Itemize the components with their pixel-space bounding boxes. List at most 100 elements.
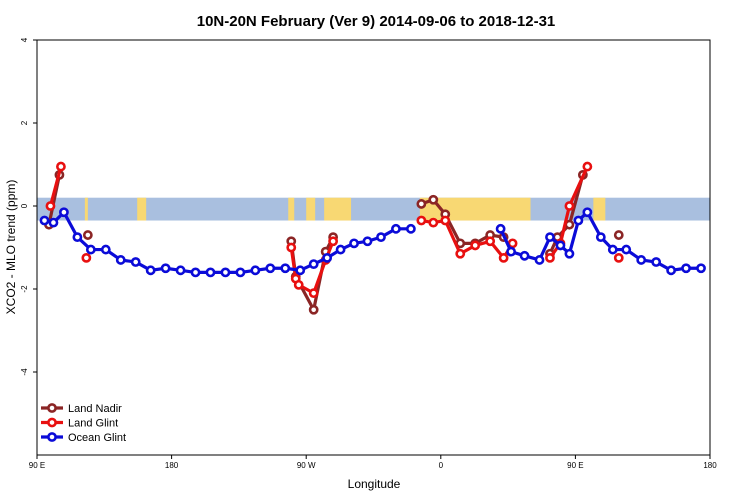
ocean-glint-point xyxy=(391,223,401,234)
land-band-2 xyxy=(288,197,295,221)
legend-ocean-glint-label: Ocean Glint xyxy=(68,432,126,444)
plot-frame xyxy=(36,39,711,456)
x-tick-label: 180 xyxy=(703,461,717,470)
ocean-glint-point xyxy=(48,217,59,228)
ocean-glint-point xyxy=(160,263,171,274)
land-glint-point xyxy=(582,161,593,172)
ocean-glint-point xyxy=(555,240,566,251)
land-glint-line xyxy=(48,166,63,207)
ocean-glint-point xyxy=(582,207,593,218)
legend-land-nadir-label: Land Nadir xyxy=(68,403,122,415)
land-glint-point xyxy=(286,242,297,253)
land-glint-point xyxy=(613,252,624,263)
land-nadir-point xyxy=(308,304,319,315)
background-map-band xyxy=(37,197,710,221)
land-band-3 xyxy=(306,197,316,221)
land-glint-point xyxy=(545,252,555,263)
ocean-glint-point xyxy=(250,265,261,276)
land-nadir-point xyxy=(613,230,624,240)
ocean-glint-point xyxy=(506,246,516,257)
land-glint-line xyxy=(548,165,589,259)
ocean-glint-point xyxy=(362,236,373,247)
ocean-glint-point xyxy=(495,223,506,234)
land-glint-point xyxy=(485,236,496,247)
chart-title: 10N-20N February (Ver 9) 2014-09-06 to 2… xyxy=(197,13,556,30)
ocean-glint-point xyxy=(607,244,618,255)
ocean-glint-point xyxy=(681,263,691,274)
land-glint-point xyxy=(293,279,304,290)
ocean-glint-point xyxy=(145,265,156,276)
ocean-glint-point xyxy=(636,255,647,265)
ocean-glint-point xyxy=(405,223,416,234)
y-axis: 4 2 0 -2 -4 xyxy=(20,37,37,376)
ocean-glint-point xyxy=(85,244,96,255)
ocean-glint-point xyxy=(666,265,677,276)
ocean-glint-point xyxy=(190,267,201,278)
ocean-glint-point xyxy=(220,267,231,278)
ocean-glint-point xyxy=(130,257,141,267)
ocean-glint-point xyxy=(621,244,632,255)
legend-land-glint-marker xyxy=(47,417,57,428)
ocean-glint-point xyxy=(115,255,126,265)
ocean-glint-point xyxy=(376,232,386,243)
land-glint-point xyxy=(308,288,319,299)
land-glint-point xyxy=(440,215,451,226)
y-tick-label: -4 xyxy=(20,368,29,376)
ocean-glint-point xyxy=(349,238,359,249)
ocean-glint-point xyxy=(335,244,346,255)
legend: Land Nadir Land Glint Ocean Glint xyxy=(41,403,126,444)
x-axis-label: Longitude xyxy=(348,477,401,491)
legend-ocean-glint-marker xyxy=(47,432,57,442)
ocean-glint-point xyxy=(519,250,530,261)
y-tick-label: -2 xyxy=(20,285,29,293)
x-tick-label: 90 W xyxy=(297,461,316,470)
land-band-1 xyxy=(137,197,147,221)
ocean-glint-point xyxy=(696,263,706,274)
x-tick-label: 90 E xyxy=(567,461,583,470)
ocean-band xyxy=(37,197,710,221)
land-band-4 xyxy=(324,197,352,221)
land-glint-point xyxy=(564,201,575,211)
land-nadir-point xyxy=(428,194,439,205)
ocean-glint-point xyxy=(59,207,69,218)
legend-land-glint-label: Land Glint xyxy=(68,418,118,430)
legend-land-nadir-marker xyxy=(47,403,57,413)
ocean-glint-point xyxy=(72,232,83,243)
land-band-6 xyxy=(593,197,606,221)
land-glint-point xyxy=(56,161,66,172)
x-tick-label: 90 E xyxy=(29,461,45,470)
ocean-glint-point xyxy=(205,267,216,278)
land-glint-point xyxy=(470,240,481,251)
x-tick-label: 180 xyxy=(165,461,179,470)
land-glint-point xyxy=(455,248,466,259)
ocean-glint-point xyxy=(545,232,555,243)
y-tick-label: 4 xyxy=(20,37,29,42)
ocean-glint-point xyxy=(573,215,584,226)
land-glint-point xyxy=(416,215,427,226)
land-glint-point xyxy=(81,252,92,263)
ocean-glint-point xyxy=(175,265,186,276)
ocean-glint-point xyxy=(39,215,50,226)
y-tick-label: 2 xyxy=(20,120,29,125)
land-glint-point xyxy=(45,201,56,211)
ocean-glint-point xyxy=(265,263,276,274)
series-group xyxy=(39,161,706,315)
ocean-glint-point xyxy=(651,257,662,267)
y-tick-label: 0 xyxy=(20,203,29,208)
ocean-glint-point xyxy=(280,263,291,274)
land-glint-point xyxy=(328,236,339,247)
ocean-glint-point xyxy=(564,248,575,259)
ocean-glint-point xyxy=(100,244,111,255)
ocean-glint-point xyxy=(534,255,545,265)
ocean-glint-point xyxy=(235,267,246,278)
x-tick-label: 0 xyxy=(439,461,444,470)
land-nadir-point xyxy=(82,230,93,240)
land-glint-point xyxy=(428,217,439,228)
ocean-glint-point xyxy=(308,259,319,269)
ocean-glint-point xyxy=(322,252,333,263)
land-nadir-point xyxy=(416,199,427,209)
ocean-glint-point xyxy=(295,265,306,276)
y-axis-label: XCO2 - MLO trend (ppm) xyxy=(4,180,18,315)
x-axis: 90 E 180 90 W 0 90 E 180 xyxy=(29,455,717,470)
